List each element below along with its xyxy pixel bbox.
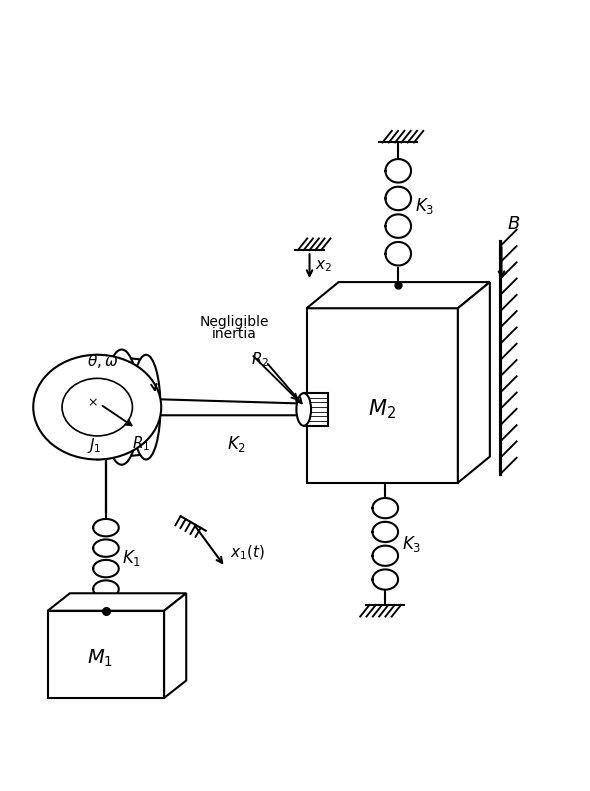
Polygon shape (48, 611, 164, 698)
Text: $K_3$: $K_3$ (415, 196, 434, 217)
Polygon shape (304, 393, 328, 426)
Text: $\times$: $\times$ (87, 396, 98, 409)
Text: $K_1$: $K_1$ (122, 548, 142, 569)
Ellipse shape (107, 360, 136, 454)
Text: Negligible: Negligible (199, 315, 268, 329)
Text: $R_2$: $R_2$ (251, 350, 270, 369)
Ellipse shape (104, 350, 139, 465)
Text: $B$: $B$ (507, 214, 520, 233)
Text: $M_2$: $M_2$ (368, 398, 396, 422)
Text: $K_3$: $K_3$ (402, 534, 421, 554)
Polygon shape (458, 282, 490, 483)
Text: $x_1(t)$: $x_1(t)$ (230, 543, 265, 562)
Polygon shape (149, 399, 307, 415)
Polygon shape (307, 282, 490, 308)
Polygon shape (164, 593, 186, 698)
Text: $K_2$: $K_2$ (227, 434, 246, 455)
Text: $\theta, \omega$: $\theta, \omega$ (87, 352, 119, 370)
Polygon shape (307, 308, 458, 483)
Ellipse shape (132, 355, 160, 460)
Text: $J_1$: $J_1$ (87, 436, 101, 455)
Ellipse shape (33, 355, 161, 460)
Text: $R_1$: $R_1$ (132, 434, 150, 452)
Text: $x_2$: $x_2$ (316, 258, 332, 274)
Text: $M_1$: $M_1$ (87, 648, 113, 669)
Ellipse shape (296, 393, 311, 426)
Polygon shape (48, 593, 186, 611)
Ellipse shape (62, 378, 132, 436)
Text: inertia: inertia (211, 327, 257, 341)
